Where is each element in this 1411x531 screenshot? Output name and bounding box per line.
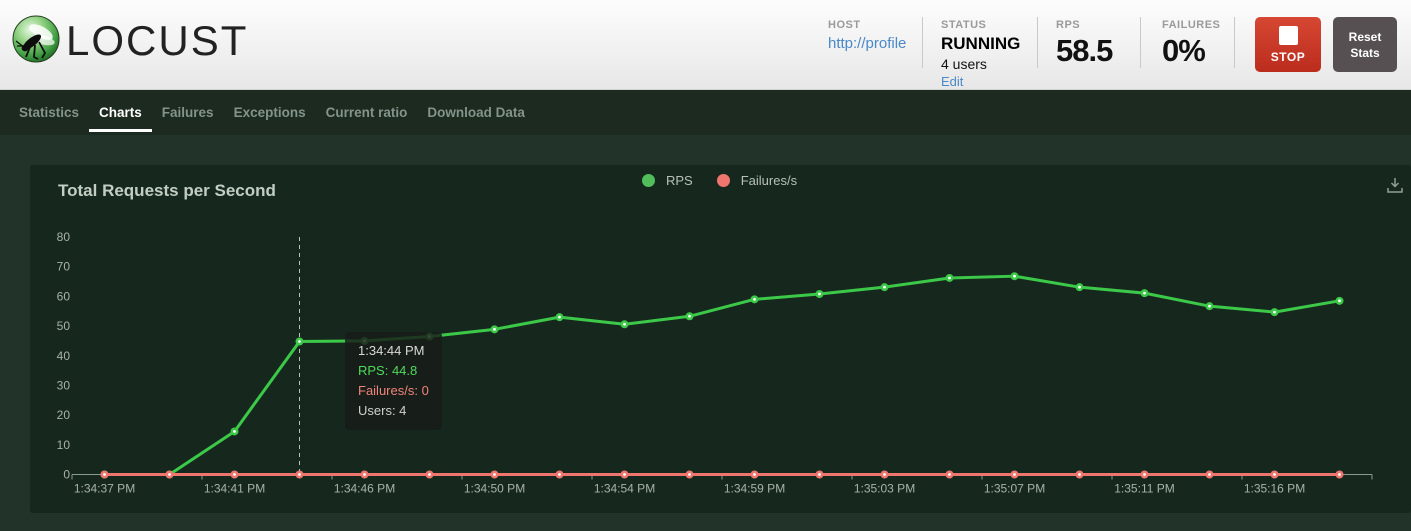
svg-text:1:34:59 PM: 1:34:59 PM	[724, 482, 785, 496]
divider	[922, 17, 923, 68]
svg-text:40: 40	[57, 349, 71, 363]
tab-failures[interactable]: Failures	[161, 105, 214, 120]
tab-statistics[interactable]: Statistics	[19, 105, 80, 120]
rps-chart[interactable]: 0 10 20 30 40 50 60 70 80 1:34:37 PM 1:34:41 PM 1:3…	[30, 165, 1411, 513]
reset-stats-button[interactable]: Reset Stats	[1333, 17, 1397, 72]
failures-label: FAILURES	[1162, 19, 1221, 31]
svg-text:10: 10	[57, 438, 71, 452]
download-chart-icon[interactable]	[1386, 176, 1404, 194]
svg-text:80: 80	[57, 230, 71, 244]
svg-text:0: 0	[63, 468, 70, 482]
rps-chart-panel: 0 10 20 30 40 50 60 70 80 1:34:37 PM 1:34:41 PM 1:3…	[30, 165, 1411, 513]
rps-value: 58.5	[1056, 33, 1113, 68]
svg-text:1:34:37 PM: 1:34:37 PM	[74, 482, 135, 496]
host-label: HOST	[828, 19, 861, 31]
tooltip-users: Users: 4	[358, 403, 407, 418]
divider	[1234, 17, 1235, 68]
status-label: STATUS	[941, 19, 987, 31]
tab-charts[interactable]: Charts	[89, 90, 152, 135]
rps-legend-label: RPS	[666, 173, 693, 188]
svg-text:30: 30	[57, 378, 71, 392]
status-value: RUNNING	[941, 34, 1021, 53]
rps-section: RPS 58.5	[1056, 19, 1113, 69]
tooltip-rps: RPS: 44.8	[358, 363, 418, 378]
svg-text:60: 60	[57, 289, 71, 303]
user-count: 4 users	[941, 56, 987, 72]
tooltip-time: 1:34:44 PM	[358, 343, 425, 358]
svg-text:1:34:41 PM: 1:34:41 PM	[204, 482, 265, 496]
svg-text:1:34:46 PM: 1:34:46 PM	[334, 482, 395, 496]
svg-text:70: 70	[57, 260, 71, 274]
locust-logo-icon	[12, 15, 60, 63]
rps-legend-dot-icon	[642, 174, 655, 187]
svg-text:1:34:54 PM: 1:34:54 PM	[594, 482, 655, 496]
stop-button-label: STOP	[1270, 49, 1306, 64]
svg-text:1:35:03 PM: 1:35:03 PM	[854, 482, 915, 496]
host-link[interactable]: http://profile	[828, 35, 907, 52]
failures-legend-label: Failures/s	[740, 173, 798, 188]
svg-text:1:34:50 PM: 1:34:50 PM	[464, 482, 525, 496]
svg-text:1:35:16 PM: 1:35:16 PM	[1244, 482, 1305, 496]
svg-text:20: 20	[57, 408, 71, 422]
svg-text:1:35:11 PM: 1:35:11 PM	[1114, 482, 1174, 496]
top-header: LOCUST HOST http://profile STATUS RUNNIN…	[0, 0, 1411, 90]
logo-wordmark: LOCUST	[66, 17, 249, 64]
legend-item-failures[interactable]: Failures/s	[716, 173, 798, 188]
svg-text:1:35:07 PM: 1:35:07 PM	[984, 482, 1045, 496]
failures-legend-dot-icon	[716, 174, 730, 187]
divider	[1037, 17, 1038, 68]
failures-value: 0%	[1162, 33, 1206, 68]
chart-title: Total Requests per Second	[58, 181, 276, 200]
tooltip-failures: Failures/s: 0	[358, 383, 429, 398]
tab-exceptions[interactable]: Exceptions	[233, 105, 306, 120]
stop-button[interactable]: STOP	[1255, 17, 1321, 72]
status-section: STATUS RUNNING 4 users Edit	[941, 19, 1020, 89]
host-section: HOST http://profile	[828, 19, 906, 52]
legend-item-rps[interactable]: RPS	[642, 173, 693, 188]
svg-text:50: 50	[57, 319, 71, 333]
chart-tooltip: 1:34:44 PM RPS: 44.8 Failures/s: 0 Users…	[345, 332, 442, 430]
main-nav: Statistics Charts Failures Exceptions Cu…	[0, 90, 1411, 135]
divider	[1140, 17, 1141, 68]
chart-legend: RPS Failures/s	[642, 173, 797, 188]
reset-stats-label: Reset Stats	[1348, 29, 1382, 60]
failures-section: FAILURES 0%	[1162, 19, 1220, 69]
tab-current-ratio[interactable]: Current ratio	[325, 105, 408, 120]
stop-square-icon	[1278, 25, 1298, 45]
edit-link[interactable]: Edit	[941, 74, 964, 89]
tab-download-data[interactable]: Download Data	[427, 105, 525, 120]
rps-label: RPS	[1056, 19, 1081, 31]
